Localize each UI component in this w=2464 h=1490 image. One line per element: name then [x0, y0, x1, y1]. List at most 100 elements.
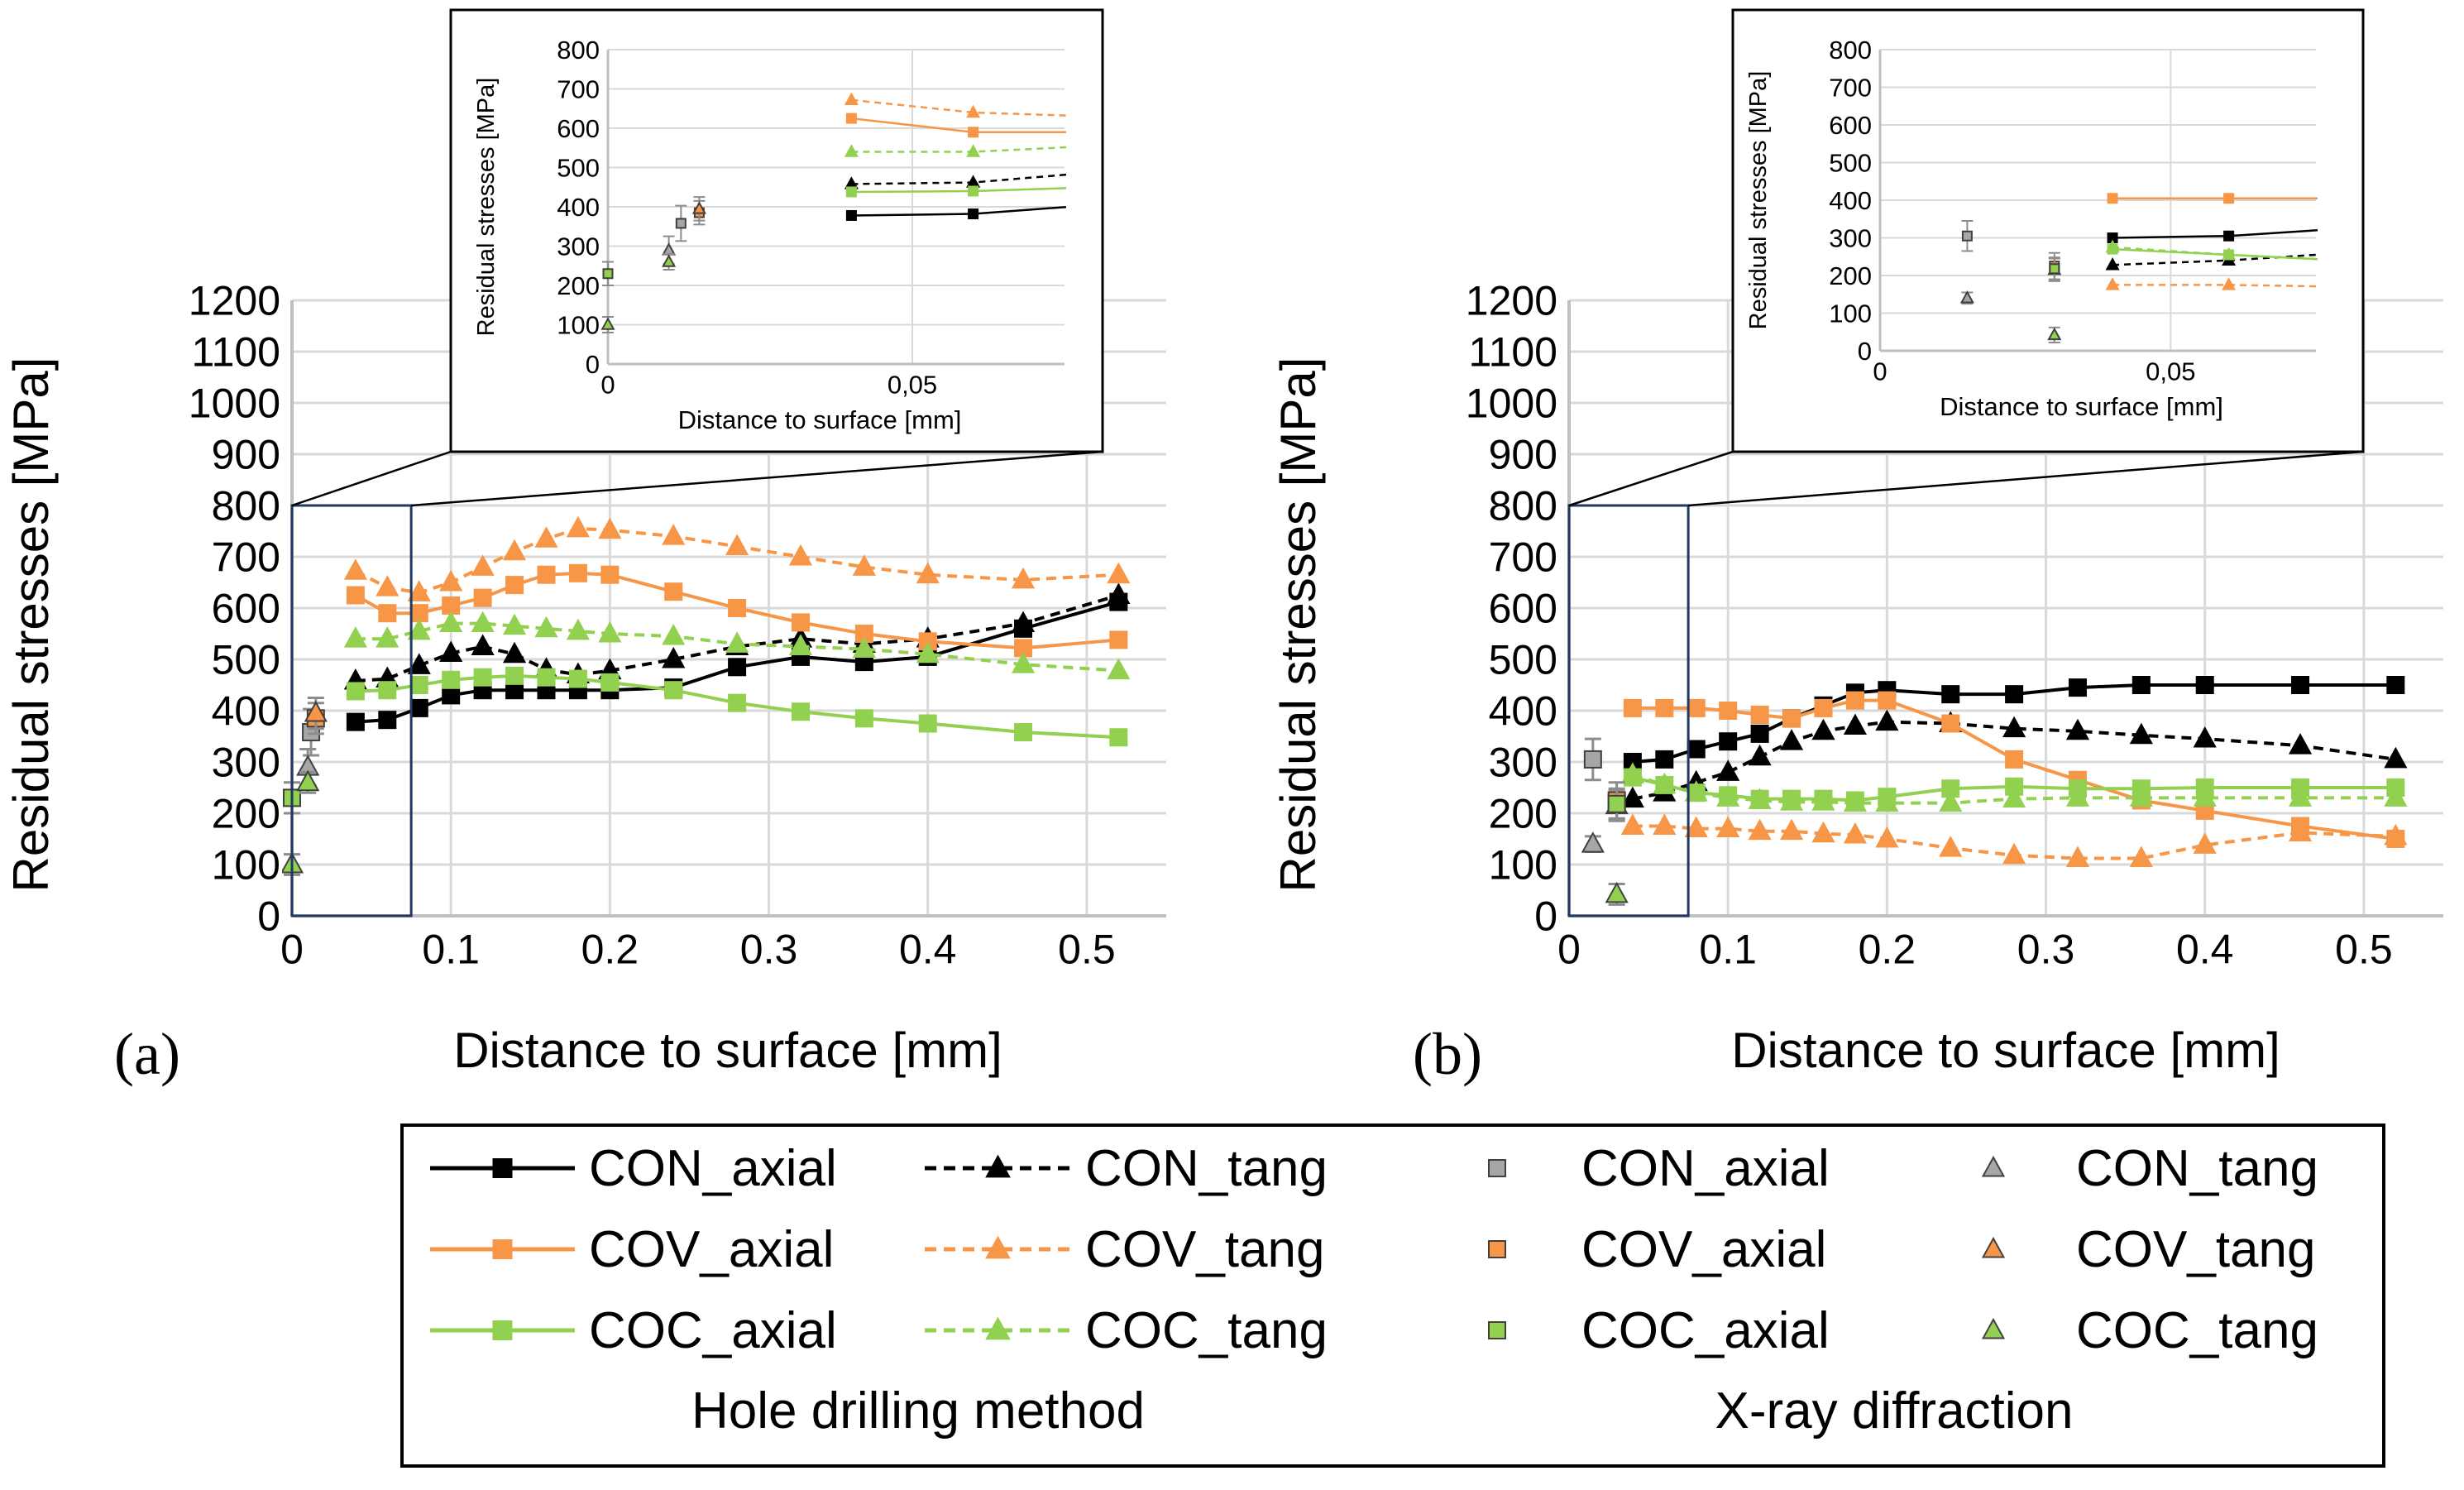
- data-point-cov-axial-hole: [473, 588, 492, 607]
- y-tick-label: 800: [212, 483, 280, 529]
- y-tick-label: 600: [1489, 586, 1557, 632]
- data-point-coc-axial-hole: [728, 693, 747, 712]
- y-tick-label: 500: [557, 153, 600, 182]
- zoom-region-box: [1567, 504, 1690, 917]
- y-tick-label: 200: [212, 791, 280, 837]
- data-point-coc-tang-hole: [1620, 762, 1644, 783]
- x-tick-label: 0: [1557, 927, 1581, 973]
- data-point-con-tang-hole: [1875, 709, 1899, 731]
- legend-label: COC_tang: [2076, 1302, 2318, 1359]
- data-point-cov-tang-hole: [502, 539, 527, 561]
- data-point-cov-tang-hole: [2384, 823, 2408, 846]
- series-line-con-axial-hole: [355, 600, 1119, 724]
- data-point-cov-axial-hole: [1782, 709, 1801, 728]
- y-tick-label: 1000: [189, 381, 280, 427]
- data-point-con-tang-hole: [2002, 716, 2026, 738]
- data-point-con-axial-xrd: [1961, 230, 1973, 242]
- data-point-con-tang-xrd: [1959, 290, 1974, 304]
- data-point-cov-axial-hole: [1687, 698, 1706, 717]
- data-point-coc-axial-hole: [442, 670, 461, 689]
- y-tick-label: 900: [1489, 432, 1557, 478]
- data-point-con-axial-xrd: [1583, 750, 1602, 769]
- data-point-con-axial-hole: [968, 208, 979, 220]
- data-point-cov-axial-hole: [1750, 705, 1769, 724]
- data-point-cov-tang-hole: [662, 524, 686, 545]
- data-point-cov-tang-hole: [1748, 818, 1772, 841]
- data-point-cov-tang-hole: [1107, 562, 1131, 584]
- data-point-coc-tang-hole: [598, 620, 622, 643]
- legend-marker: [985, 1154, 1011, 1178]
- data-point-con-tang-hole: [1620, 786, 1644, 808]
- data-point-con-tang-hole: [2193, 726, 2217, 748]
- y-tick-label: 1100: [191, 329, 280, 376]
- y-tick-label: 700: [557, 74, 600, 103]
- data-point-coc-tang-hole: [1779, 789, 1804, 811]
- x-tick-label: 0.5: [2335, 927, 2393, 973]
- data-point-con-axial-xrd: [675, 218, 687, 229]
- x-tick-label: 0,05: [2146, 357, 2195, 386]
- y-tick-label: 100: [1829, 299, 1872, 328]
- data-point-con-axial-hole: [2068, 678, 2087, 697]
- y-tick-label: 0: [257, 894, 280, 940]
- series-layer: [1581, 676, 2408, 906]
- data-point-coc-tang-hole: [1653, 772, 1677, 794]
- data-point-cov-axial-hole: [378, 604, 397, 623]
- y-tick-label: 700: [1489, 534, 1557, 581]
- chart-panel-a: 0100200300400500600700800900100011001200…: [3, 8, 1166, 1087]
- series-line-con-tang-hole: [1632, 720, 2396, 801]
- data-point-cov-tang-hole: [2222, 277, 2237, 290]
- data-point-cov-tang-hole: [439, 569, 463, 592]
- legend-marker: [1981, 1155, 2006, 1177]
- data-point-cov-tang-hole: [2002, 842, 2026, 865]
- legend-entry-con-axial-hole: CON_axial: [430, 1140, 837, 1197]
- data-point-cov-axial-hole: [1623, 698, 1642, 717]
- data-point-coc-tang-hole: [844, 144, 859, 157]
- data-point-coc-tang-hole: [1811, 789, 1835, 811]
- data-point-con-axial-hole: [409, 698, 428, 717]
- series-layer: [282, 515, 1131, 876]
- legend-label: COV_axial: [589, 1221, 834, 1278]
- data-point-coc-tang-hole: [1843, 790, 1868, 812]
- data-point-con-axial-hole: [442, 686, 461, 705]
- x-tick-label: 0.4: [899, 927, 957, 973]
- y-tick-label: 400: [1829, 186, 1872, 215]
- zoom-connector-right: [411, 450, 1103, 507]
- y-tick-label: 800: [557, 36, 600, 65]
- data-point-cov-axial-hole: [505, 576, 524, 595]
- data-point-coc-axial-hole: [968, 185, 979, 197]
- series-line-cov-axial-hole: [1632, 698, 2396, 841]
- data-point-coc-axial-hole: [537, 668, 556, 687]
- data-point-coc-tang-xrd: [600, 317, 615, 330]
- data-point-cov-axial-hole: [2005, 750, 2024, 769]
- data-point-coc-tang-xrd: [1605, 881, 1629, 903]
- data-point-cov-tang-xrd: [304, 701, 328, 722]
- data-point-cov-tang-hole: [852, 554, 876, 576]
- data-point-coc-tang-xrd: [2047, 327, 2062, 341]
- data-point-cov-axial-hole: [845, 113, 857, 124]
- data-point-cov-tang-hole: [966, 104, 981, 118]
- x-tick-label: 0,05: [888, 371, 937, 400]
- x-tick-label: 0.1: [422, 927, 480, 973]
- y-tick-label: 800: [1489, 483, 1557, 529]
- data-point-con-axial-hole: [2291, 676, 2310, 694]
- data-point-con-axial-hole: [378, 711, 397, 730]
- legend-label: CON_axial: [589, 1140, 837, 1197]
- data-point-cov-tang-hole: [343, 558, 367, 580]
- x-tick-label: 0.3: [2017, 927, 2075, 973]
- x-tick-label: 0: [1873, 357, 1887, 386]
- legend-marker: [1981, 1236, 2006, 1258]
- y-tick-label: 300: [557, 232, 600, 261]
- data-point-con-tang-hole: [1011, 611, 1036, 633]
- data-point-con-tang-hole: [2065, 718, 2090, 740]
- y-tick-label: 100: [557, 310, 600, 339]
- data-point-con-axial-hole: [845, 209, 857, 221]
- legend-entry-coc-tang-xrd: COC_tang: [1981, 1302, 2318, 1359]
- panel-label: (a): [114, 1021, 180, 1087]
- x-tick-label: 0.3: [740, 927, 798, 973]
- inset-y-axis-title: Residual stresses [MPa]: [473, 78, 500, 337]
- series-line-con-axial-hole: [1632, 683, 2396, 764]
- data-point-coc-tang-hole: [566, 618, 591, 640]
- y-tick-label: 400: [557, 193, 600, 222]
- y-axis-title: Residual stresses [MPa]: [1270, 357, 1326, 893]
